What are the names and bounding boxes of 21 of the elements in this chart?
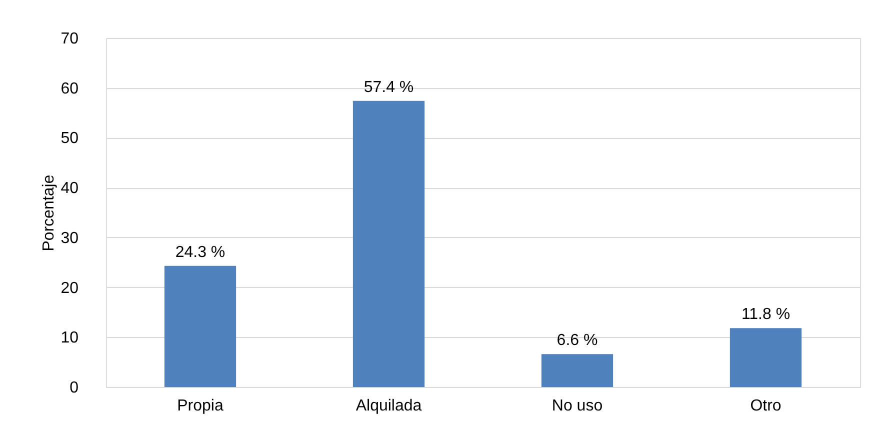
x-tick-label: Otro bbox=[750, 398, 782, 414]
x-tick-label: Alquilada bbox=[356, 398, 422, 414]
y-tick-label: 40 bbox=[60, 180, 79, 198]
y-tick-label: 50 bbox=[60, 130, 79, 148]
data-label: 57.4 % bbox=[364, 78, 414, 96]
y-tick-label: 30 bbox=[60, 230, 79, 247]
bar bbox=[352, 100, 425, 387]
y-axis-title: Porcentaje bbox=[40, 174, 58, 252]
data-label: 11.8 % bbox=[741, 306, 790, 324]
x-tick-label: Propia bbox=[177, 398, 224, 414]
y-tick-label: 20 bbox=[60, 280, 79, 297]
data-label: 6.6 % bbox=[556, 332, 598, 350]
y-tick-label: 10 bbox=[60, 330, 79, 347]
y-tick-label: 70 bbox=[60, 30, 79, 48]
bar bbox=[541, 354, 614, 387]
y-tick-label: 60 bbox=[60, 80, 79, 98]
y-tick-label: 0 bbox=[70, 380, 79, 396]
bar bbox=[164, 266, 236, 387]
bar bbox=[730, 328, 802, 387]
x-tick-label: No uso bbox=[552, 398, 603, 414]
data-label: 24.3 % bbox=[175, 244, 226, 261]
